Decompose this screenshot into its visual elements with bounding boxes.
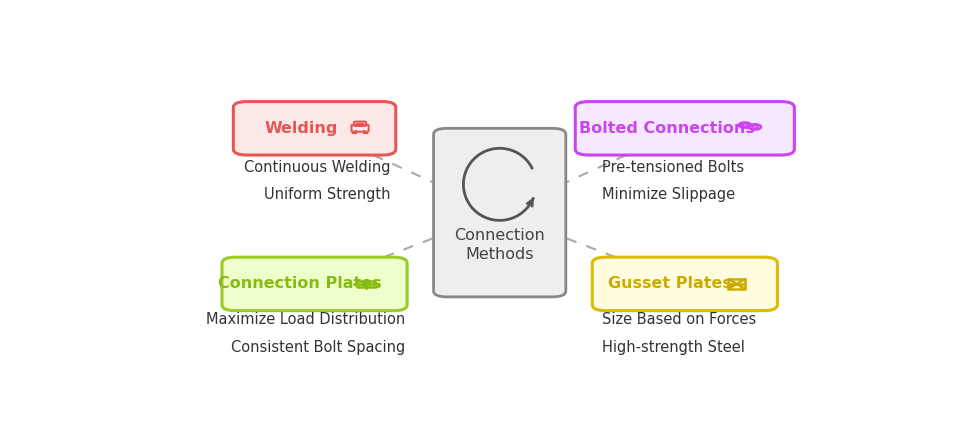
- Text: Continuous Welding: Continuous Welding: [244, 160, 390, 175]
- FancyBboxPatch shape: [233, 101, 396, 155]
- Text: Bolted Connections: Bolted Connections: [579, 121, 756, 136]
- Text: Uniform Strength: Uniform Strength: [263, 187, 390, 202]
- Text: Maximize Load Distribution: Maximize Load Distribution: [206, 312, 406, 327]
- Text: Consistent Bolt Spacing: Consistent Bolt Spacing: [231, 340, 406, 354]
- FancyBboxPatch shape: [575, 101, 795, 155]
- FancyBboxPatch shape: [434, 128, 566, 297]
- Text: Connection
Methods: Connection Methods: [454, 228, 545, 262]
- FancyBboxPatch shape: [592, 257, 777, 311]
- Text: High-strength Steel: High-strength Steel: [602, 340, 745, 354]
- FancyBboxPatch shape: [222, 257, 408, 311]
- Text: Gusset Plates: Gusset Plates: [608, 277, 732, 291]
- Text: Minimize Slippage: Minimize Slippage: [602, 187, 735, 202]
- Text: Welding: Welding: [265, 121, 338, 136]
- Text: Connection Plates: Connection Plates: [218, 277, 381, 291]
- Text: Pre-tensioned Bolts: Pre-tensioned Bolts: [602, 160, 744, 175]
- Text: Size Based on Forces: Size Based on Forces: [602, 312, 756, 327]
